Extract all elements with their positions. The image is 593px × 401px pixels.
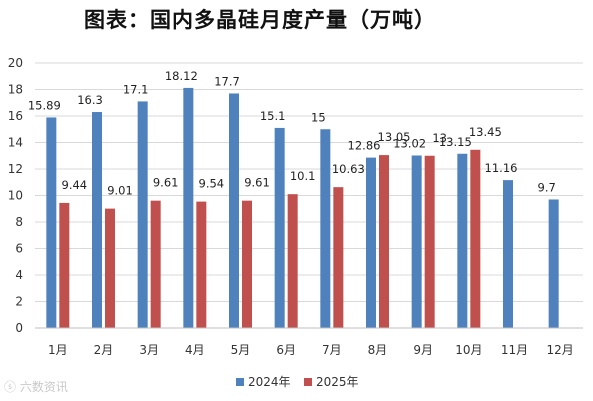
- data-label: 9.54: [199, 177, 225, 191]
- data-label: 15: [311, 110, 326, 124]
- data-label: 13.05: [378, 130, 411, 144]
- y-tick-label: 20: [8, 56, 23, 70]
- data-label: 15.1: [260, 109, 286, 123]
- bar-series1: [137, 101, 148, 328]
- bars: [46, 87, 559, 329]
- bar-series2: [470, 149, 481, 328]
- bar-series1: [320, 129, 331, 328]
- bar-series2: [105, 208, 115, 328]
- bar-series2: [424, 155, 435, 328]
- y-tick-label: 16: [8, 109, 23, 123]
- bar-series2: [287, 194, 298, 328]
- data-label: 10.1: [290, 169, 316, 183]
- bar-series2: [333, 187, 344, 328]
- bar-series1: [229, 93, 239, 328]
- gridlines: [35, 62, 583, 302]
- legend-swatch: [304, 378, 312, 386]
- y-tick-label: 6: [15, 242, 23, 256]
- watermark-text: 六数资讯: [19, 380, 68, 394]
- data-label: 17.7: [214, 74, 240, 88]
- y-tick-label: 2: [15, 295, 23, 309]
- legend-label: 2024年: [248, 375, 291, 389]
- data-label: 13.45: [469, 125, 502, 139]
- y-tick-label: 14: [8, 136, 23, 150]
- bar-series2: [242, 200, 252, 328]
- x-tick-label: 2月: [94, 343, 114, 357]
- legend-label: 2025年: [316, 375, 359, 389]
- data-label: 18.12: [165, 69, 198, 83]
- x-tick-label: 11月: [501, 343, 528, 357]
- bar-series2: [150, 200, 161, 328]
- bar-series1: [411, 155, 422, 328]
- legend: 2024年 2025年: [236, 375, 359, 389]
- data-label: 16.3: [77, 93, 103, 107]
- data-label: 9.7: [538, 180, 556, 194]
- y-axis: 0 2 4 6 8 10 12 14 16 18 20: [8, 56, 23, 335]
- x-tick-label: 7月: [322, 343, 342, 357]
- data-labels: 15.89 9.44 16.3 9.01 17.1 9.61 18.12 9.54 17.7 9.…: [28, 69, 556, 198]
- watermark-logo: ⓢ 六数资讯: [4, 378, 68, 395]
- bar-series1: [548, 199, 559, 328]
- x-tick-label: 9月: [413, 343, 433, 357]
- x-tick-label: 10月: [455, 343, 482, 357]
- y-tick-label: 12: [8, 162, 23, 176]
- bar-series1: [183, 87, 194, 328]
- x-tick-label: 4月: [185, 343, 205, 357]
- x-tick-label: 5月: [231, 343, 251, 357]
- bar-series1: [92, 112, 102, 329]
- legend-swatch: [236, 378, 244, 386]
- bar-series1: [366, 157, 376, 328]
- data-label: 9.44: [62, 178, 88, 192]
- data-label: 12.86: [348, 139, 381, 153]
- y-tick-label: 18: [8, 83, 23, 97]
- data-label: 13.15: [439, 135, 472, 149]
- data-label: 9.01: [107, 184, 133, 198]
- bar-series1: [274, 127, 285, 328]
- y-tick-label: 0: [15, 321, 23, 335]
- y-tick-label: 10: [8, 189, 23, 203]
- x-tick-label: 12月: [547, 343, 574, 357]
- bar-series2: [59, 202, 70, 328]
- x-tick-label: 6月: [276, 343, 296, 357]
- data-label: 15.89: [28, 98, 61, 112]
- x-tick-label: 3月: [139, 343, 159, 357]
- y-tick-label: 4: [15, 268, 23, 282]
- x-axis: 1月 2月 3月 4月 5月 6月 7月 8月 9月 10月 11月 12月: [35, 327, 583, 357]
- bar-series1: [46, 117, 57, 329]
- data-label: 9.61: [244, 176, 270, 190]
- bar-series2: [196, 201, 207, 328]
- data-label: 17.1: [123, 82, 149, 96]
- bar-series1: [503, 180, 513, 328]
- data-label: 13: [432, 131, 447, 145]
- data-label: 13.02: [393, 136, 426, 150]
- x-tick-label: 8月: [368, 343, 388, 357]
- weibo-icon: ⓢ: [4, 380, 17, 394]
- data-label: 10.63: [332, 162, 365, 176]
- bar-series1: [457, 153, 468, 328]
- data-label: 11.16: [485, 161, 518, 175]
- bar-series2: [379, 155, 389, 328]
- chart-title: 图表：国内多晶硅月度产量（万吨）: [84, 8, 436, 32]
- x-tick-label: 1月: [48, 343, 68, 357]
- y-tick-label: 8: [15, 215, 23, 229]
- data-label: 9.61: [153, 176, 179, 190]
